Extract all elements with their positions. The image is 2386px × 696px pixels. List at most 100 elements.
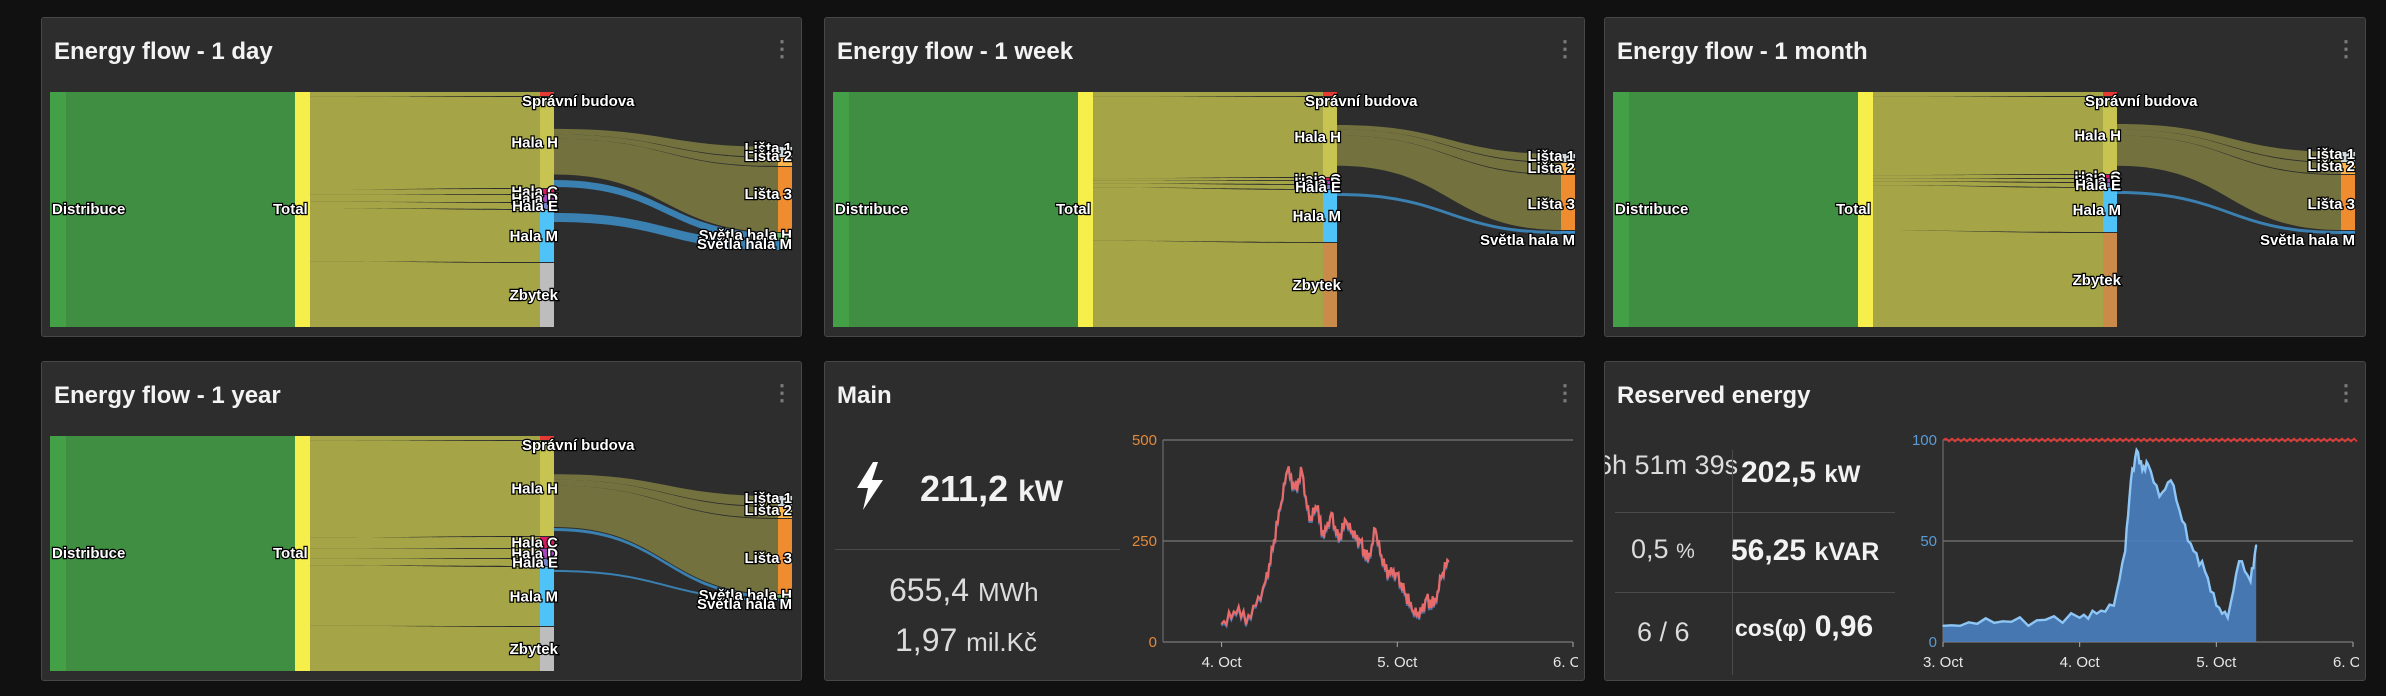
flow-lista-1 bbox=[1337, 125, 1561, 162]
data-point bbox=[1367, 560, 1369, 562]
percent-unit: % bbox=[1676, 540, 1695, 563]
flow-svetla-hala-h bbox=[554, 528, 778, 598]
label-hala-c: Hala C bbox=[1294, 171, 1341, 188]
node-lista-2 bbox=[1561, 163, 1575, 174]
flow-total-zbytek bbox=[1093, 240, 1323, 327]
flow-lista-3 bbox=[2117, 135, 2341, 230]
node-hala-d bbox=[2103, 179, 2117, 182]
label-spravni-budova: Správní budova bbox=[522, 93, 635, 110]
flow-svetla-hala-h bbox=[554, 180, 778, 240]
node-svetla-hala-m bbox=[778, 599, 792, 601]
label-hala-h: Hala H bbox=[2074, 128, 2121, 145]
y-tick-label: 50 bbox=[1920, 533, 1937, 550]
node-hala-e bbox=[1323, 185, 1337, 189]
flow-lista-3 bbox=[554, 485, 778, 594]
label-hala-e: Hala E bbox=[512, 198, 558, 215]
data-point bbox=[1359, 540, 1362, 542]
flow-total-zbytek bbox=[1873, 230, 2103, 327]
label-distribuce: Distribuce bbox=[52, 201, 125, 218]
data-point bbox=[1301, 471, 1303, 474]
power-unit: kW bbox=[1018, 475, 1064, 508]
y-tick-label: 0 bbox=[1149, 634, 1157, 651]
flow-total-spravni-budova bbox=[310, 436, 540, 441]
y-tick-label: 0 bbox=[1929, 634, 1937, 651]
label-lista-1: Lišta 1 bbox=[2307, 146, 2355, 163]
label-svetla-hala-m: Světla hala M bbox=[697, 596, 792, 613]
active-power-readout: 202,5 kW bbox=[1741, 456, 1860, 490]
node-distribuce bbox=[50, 92, 66, 327]
series-area bbox=[1943, 450, 2257, 642]
flow-lista-2 bbox=[554, 134, 778, 166]
data-point bbox=[2113, 604, 2115, 607]
x-tick-label: 6. Oct bbox=[1553, 654, 1578, 671]
flow-lista-2 bbox=[554, 479, 778, 518]
flow-lista-1 bbox=[2117, 123, 2341, 162]
data-point bbox=[2044, 618, 2047, 621]
data-point bbox=[2249, 580, 2252, 583]
flow-distribuce-total bbox=[66, 92, 295, 327]
label-hala-m: Hala M bbox=[1293, 208, 1341, 225]
label-lista-1: Lišta 1 bbox=[744, 140, 792, 157]
flow-total-hala-m bbox=[1873, 185, 2103, 232]
node-hala-h bbox=[2103, 97, 2117, 174]
panel-menu-icon[interactable]: ⋮ bbox=[771, 36, 793, 61]
node-lista-1 bbox=[778, 496, 792, 506]
label-hala-d: Hala D bbox=[1294, 175, 1341, 192]
data-point bbox=[2238, 560, 2240, 562]
node-lista-2 bbox=[2341, 163, 2355, 174]
data-point bbox=[1352, 536, 1355, 538]
node-hala-e bbox=[540, 203, 554, 209]
flow-svetla-hala-m bbox=[2117, 191, 2341, 234]
panel-menu-icon[interactable]: ⋮ bbox=[771, 380, 793, 405]
ratio-readout: 6 / 6 bbox=[1637, 617, 1690, 647]
label-lista-2: Lišta 2 bbox=[2307, 158, 2355, 175]
data-point bbox=[1323, 536, 1325, 538]
x-tick-label: 5. Oct bbox=[1377, 654, 1418, 671]
data-point bbox=[1315, 507, 1318, 510]
node-spravni-budova bbox=[540, 436, 554, 440]
data-point bbox=[2147, 463, 2149, 466]
label-hala-e: Hala E bbox=[1295, 179, 1341, 196]
label-hala-c: Hala C bbox=[2074, 169, 2121, 186]
label-zbytek: Zbytek bbox=[1293, 277, 1342, 294]
cos-phi-value: 0,96 bbox=[1814, 610, 1874, 643]
node-lista-3 bbox=[778, 167, 792, 232]
panel-menu-icon[interactable]: ⋮ bbox=[1554, 380, 1576, 405]
reserved-energy-panel: Reserved energy ⋮ 6h 51m 39s 202,5 kW 0,… bbox=[1604, 361, 2366, 681]
label-svetla-hala-m: Světla hala M bbox=[2260, 232, 2355, 249]
reactive-power-unit: kVAR bbox=[1814, 538, 1880, 566]
data-point bbox=[1425, 596, 1428, 599]
node-total bbox=[1858, 92, 1873, 327]
series-line bbox=[1220, 466, 1450, 628]
label-svetla-hala-h: Světla hala H bbox=[699, 227, 792, 244]
label-hala-d: Hala D bbox=[2074, 173, 2121, 190]
label-hala-m: Hala M bbox=[510, 589, 558, 606]
power-value: 211,2 bbox=[920, 468, 1009, 509]
active-power-value: 202,5 bbox=[1741, 456, 1817, 489]
node-lista-1 bbox=[1561, 154, 1575, 162]
flow-total-hala-m bbox=[1093, 187, 1323, 242]
node-hala-d bbox=[1323, 181, 1337, 184]
cos-phi-readout: cos(φ) 0,96 bbox=[1735, 610, 1873, 644]
label-svetla-hala-m: Světla hala M bbox=[697, 236, 792, 253]
lightning-bolt-icon bbox=[857, 462, 883, 510]
flow-total-spravni-budova bbox=[1873, 92, 2103, 97]
data-point bbox=[1403, 592, 1406, 595]
node-zbytek bbox=[540, 627, 554, 671]
node-hala-h bbox=[540, 97, 554, 188]
node-spravni-budova bbox=[1323, 92, 1337, 96]
data-point bbox=[1235, 612, 1238, 615]
panel-menu-icon[interactable]: ⋮ bbox=[1554, 36, 1576, 61]
energy-flow-week-panel: Energy flow - 1 week ⋮ Distribuce Total Sp… bbox=[824, 17, 1585, 337]
x-tick-label: 4. Oct bbox=[2060, 654, 2101, 671]
node-lista-2 bbox=[778, 158, 792, 166]
flow-lista-2 bbox=[2117, 129, 2341, 174]
panel-menu-icon[interactable]: ⋮ bbox=[2335, 380, 2357, 405]
label-total: Total bbox=[1056, 201, 1091, 218]
panel-title: Energy flow - 1 year bbox=[54, 382, 281, 409]
flow-total-hala-e bbox=[310, 558, 540, 566]
panel-menu-icon[interactable]: ⋮ bbox=[2335, 36, 2357, 61]
label-total: Total bbox=[1836, 201, 1871, 218]
cost-value: 1,97 bbox=[895, 622, 958, 658]
node-total bbox=[295, 436, 310, 671]
